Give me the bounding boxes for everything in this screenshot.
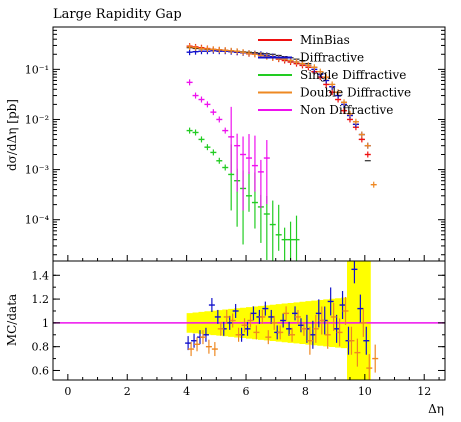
ratio-y-tick-label: 0.6 bbox=[32, 364, 50, 377]
ratio-plot-axes: 0 2 4 6 8 10 12 1.4 1.2 1 0.8 0.6 bbox=[32, 269, 445, 398]
ratio-y-tick-label: 1.4 bbox=[32, 269, 50, 282]
x-tick-label: 0 bbox=[64, 385, 71, 398]
legend-label-non-diffractive: Non Diffractive bbox=[300, 103, 393, 117]
y-axis-label: dσ/dΔη [pb] bbox=[5, 99, 19, 171]
x-tick-label: 10 bbox=[358, 385, 372, 398]
main-plot-panel: 10⁻¹ 10⁻² 10⁻³ 10⁻⁴ bbox=[25, 26, 446, 262]
x-tick-label: 6 bbox=[243, 385, 250, 398]
y-tick-label: 10⁻⁴ bbox=[25, 214, 50, 227]
ratio-plot-content bbox=[53, 261, 445, 380]
x-tick-label: 4 bbox=[183, 385, 190, 398]
legend-label-double-diffractive: Double Diffractive bbox=[300, 86, 411, 100]
x-tick-label: 8 bbox=[302, 385, 309, 398]
ratio-uncertainty-band bbox=[186, 261, 371, 380]
ratio-y-tick-label: 1.2 bbox=[32, 293, 50, 306]
ratio-plot-frame bbox=[52, 260, 446, 381]
x-tick-label: 2 bbox=[124, 385, 131, 398]
chart-title: Large Rapidity Gap bbox=[53, 7, 182, 22]
ratio-plot-panel: 0 2 4 6 8 10 12 1.4 1.2 1 0.8 0.6 bbox=[32, 260, 446, 398]
legend-label-diffractive: Diffractive bbox=[300, 51, 364, 65]
y-tick-label: 10⁻¹ bbox=[25, 63, 49, 76]
ratio-y-tick-label: 0.8 bbox=[32, 341, 50, 354]
legend-label-minbias: MinBias bbox=[300, 33, 350, 47]
y-tick-label: 10⁻³ bbox=[25, 164, 49, 177]
ratio-y-axis-label: MC/data bbox=[5, 294, 19, 346]
legend-label-single-diffractive: Single Diffractive bbox=[300, 68, 406, 82]
legend: MinBias Diffractive Single Diffractive Doub… bbox=[258, 33, 411, 117]
y-tick-label: 10⁻² bbox=[25, 113, 49, 126]
ratio-y-tick-label: 1 bbox=[42, 317, 49, 330]
x-axis-label: Δη bbox=[428, 402, 444, 416]
x-tick-label: 12 bbox=[417, 385, 431, 398]
